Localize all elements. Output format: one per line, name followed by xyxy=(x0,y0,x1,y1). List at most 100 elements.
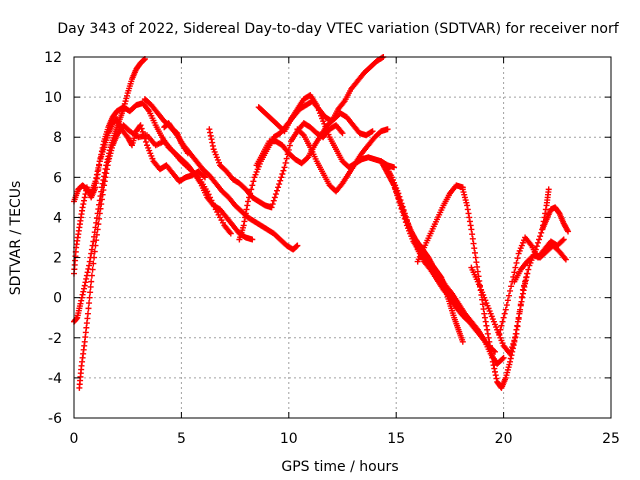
data-point xyxy=(83,275,90,282)
data-point xyxy=(94,168,101,175)
data-point xyxy=(492,368,499,375)
y-tick-label: 6 xyxy=(53,170,62,186)
data-point xyxy=(78,297,85,304)
data-point xyxy=(490,362,497,369)
data-point xyxy=(468,226,475,233)
x-tick-label: 5 xyxy=(177,431,186,447)
data-point xyxy=(209,139,216,146)
data-point xyxy=(81,194,88,201)
y-tick-label: -4 xyxy=(48,371,62,387)
data-point xyxy=(248,186,255,193)
data-point xyxy=(137,122,144,129)
data-point xyxy=(77,300,84,307)
data-point xyxy=(227,230,234,237)
data-point xyxy=(521,282,528,289)
x-tick-label: 0 xyxy=(70,431,79,447)
data-point xyxy=(81,285,88,292)
x-axis-label: GPS time / hours xyxy=(281,459,398,475)
data-point xyxy=(507,350,514,357)
data-point xyxy=(242,214,249,221)
y-tick-label: 12 xyxy=(44,50,62,66)
data-point xyxy=(281,164,288,171)
x-tick-label: 20 xyxy=(495,431,513,447)
grid-lines xyxy=(74,57,611,418)
x-tick-label: 10 xyxy=(280,431,298,447)
data-point xyxy=(517,301,524,308)
data-point xyxy=(397,202,404,209)
data-series-group xyxy=(539,204,572,235)
data-point xyxy=(508,347,515,354)
data-point xyxy=(202,174,209,181)
data-point xyxy=(93,237,100,244)
data-point xyxy=(82,279,89,286)
data-point xyxy=(471,249,478,256)
y-tick-label: -2 xyxy=(48,331,62,347)
data-point xyxy=(241,218,248,225)
data-point xyxy=(339,130,346,137)
data-point xyxy=(505,292,512,299)
data-point xyxy=(513,330,520,337)
data-point xyxy=(249,236,256,243)
data-series-group xyxy=(255,92,398,171)
data-point xyxy=(507,355,514,362)
data-point xyxy=(402,219,409,226)
data-point xyxy=(399,209,406,216)
data-series xyxy=(71,54,572,391)
data-point xyxy=(482,318,489,325)
data-point xyxy=(204,188,211,195)
data-point xyxy=(508,283,515,290)
data-point xyxy=(103,166,110,173)
data-point xyxy=(96,158,103,165)
data-point xyxy=(515,316,522,323)
tick-marks xyxy=(73,56,612,419)
data-point xyxy=(545,186,552,193)
data-point xyxy=(98,151,105,158)
data-point xyxy=(88,278,95,285)
data-point xyxy=(400,212,407,219)
data-point xyxy=(92,242,99,249)
data-point xyxy=(511,337,518,344)
data-point xyxy=(485,334,492,341)
data-point xyxy=(249,182,256,189)
data-point xyxy=(208,197,215,204)
data-point xyxy=(395,195,402,202)
data-point xyxy=(509,344,516,351)
data-point xyxy=(499,318,506,325)
data-point xyxy=(91,248,98,255)
data-point xyxy=(200,173,207,180)
data-point xyxy=(207,129,214,136)
data-point xyxy=(209,142,216,149)
data-point xyxy=(87,283,94,290)
data-point xyxy=(503,302,510,309)
data-point xyxy=(279,170,286,177)
data-point xyxy=(86,294,93,301)
data-point xyxy=(513,259,520,266)
data-point xyxy=(99,191,106,198)
y-tick-label: 2 xyxy=(53,251,62,267)
y-tick-label: 8 xyxy=(53,130,62,146)
data-point xyxy=(211,203,218,210)
data-point xyxy=(271,194,278,201)
data-point xyxy=(247,190,254,197)
data-point xyxy=(560,236,567,243)
data-point xyxy=(480,306,487,313)
data-point xyxy=(493,375,500,382)
data-point xyxy=(488,350,495,357)
data-point xyxy=(282,159,289,166)
data-point xyxy=(244,198,251,205)
data-point xyxy=(209,200,216,207)
data-point xyxy=(525,266,532,273)
data-point xyxy=(240,222,247,229)
data-point xyxy=(275,184,282,191)
data-series-group xyxy=(294,126,391,195)
data-point xyxy=(98,201,105,208)
data-point xyxy=(246,194,253,201)
data-point xyxy=(491,365,498,372)
y-tick-labels: -6 -4 -2 0 2 4 6 8 10 12 xyxy=(44,50,62,427)
data-point xyxy=(481,314,488,321)
data-point xyxy=(512,334,519,341)
data-point xyxy=(511,269,518,276)
data-point xyxy=(484,330,491,337)
data-point xyxy=(244,202,251,209)
